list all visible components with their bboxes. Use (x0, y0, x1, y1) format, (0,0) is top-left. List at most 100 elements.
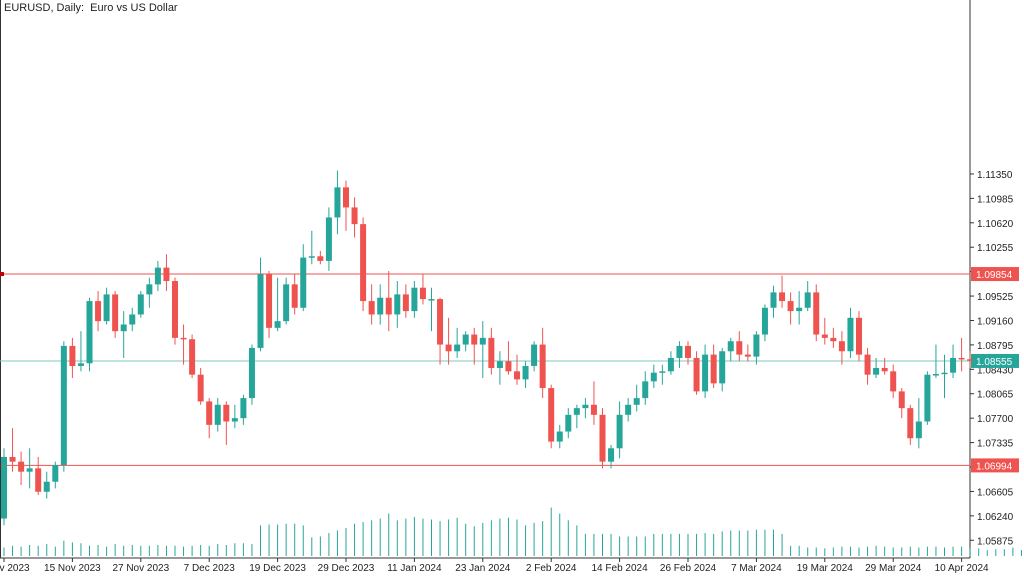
y-tick-label: 1.06240 (977, 512, 1014, 523)
candle-body (189, 339, 196, 375)
candle-body (368, 301, 375, 315)
candle-body (967, 359, 974, 361)
candle-body (608, 448, 615, 462)
candle-body (650, 372, 657, 382)
candle-body (163, 267, 170, 282)
candle-body (693, 357, 700, 392)
y-tick-label: 1.08795 (977, 341, 1014, 352)
candle-body (950, 357, 957, 373)
candle-body (334, 187, 341, 218)
candle-body (642, 381, 649, 399)
candle-body (471, 334, 478, 345)
y-tick-label: 1.10985 (977, 194, 1014, 205)
candle-body (377, 297, 384, 315)
candle-body (548, 388, 555, 442)
candle-body (394, 294, 401, 315)
y-tick-label: 1.06605 (977, 487, 1014, 498)
candle-body (197, 374, 204, 402)
candle-body (796, 307, 803, 312)
candle-body (531, 344, 538, 366)
candle-body (633, 398, 640, 405)
candle-body (411, 287, 418, 312)
candle-body (266, 274, 273, 328)
candle-body (385, 297, 392, 315)
candle-body (556, 431, 563, 442)
x-tick-label: 19 Mar 2024 (797, 563, 854, 574)
candle-body (539, 344, 546, 389)
candle-body (77, 363, 84, 366)
candle-body (437, 299, 444, 345)
candle-body (9, 456, 16, 462)
y-tick-label: 1.09525 (977, 292, 1014, 303)
price-label-box (971, 458, 1019, 473)
candle-body (838, 341, 845, 352)
candle-body (710, 354, 717, 384)
y-tick-label: 1.07700 (977, 414, 1014, 425)
candle-body (804, 292, 811, 308)
candle-body (727, 341, 734, 352)
candle-body (351, 207, 358, 225)
x-tick-label: 26 Feb 2024 (660, 563, 717, 574)
candle-body (120, 324, 127, 332)
candle-body (1, 456, 7, 519)
candle-body (616, 414, 623, 449)
candle-body (454, 344, 461, 352)
candle-body (308, 256, 315, 258)
candle-body (676, 345, 683, 358)
y-tick-label: 1.08065 (977, 390, 1014, 401)
candle-body (206, 401, 213, 425)
y-tick-label: 1.07335 (977, 439, 1014, 450)
candle-body (103, 294, 110, 322)
candle-body (95, 301, 102, 322)
candle-body (300, 257, 307, 308)
candle-body (445, 344, 452, 352)
x-tick-label: 27 Nov 2023 (112, 563, 169, 574)
candle-body (60, 345, 67, 465)
candle-body (514, 371, 520, 380)
candle-body (496, 361, 503, 368)
x-tick-label: 29 Dec 2023 (318, 563, 375, 574)
candle-body (830, 337, 837, 342)
price-label-box (971, 353, 1019, 368)
x-tick-label: 29 Mar 2024 (865, 563, 922, 574)
candle-body (702, 354, 709, 392)
candle-body (214, 404, 221, 425)
candle-body (129, 314, 136, 325)
candle-body (317, 256, 324, 261)
candle-body (291, 284, 298, 308)
candle-body (488, 337, 495, 368)
candle-body (573, 408, 580, 415)
candle-body (847, 317, 854, 352)
candle-body (667, 357, 674, 372)
x-tick-label: 7 Mar 2024 (731, 563, 782, 574)
candle-body (223, 404, 230, 422)
candle-body (932, 374, 939, 376)
candle-body (180, 337, 187, 340)
candle-body (360, 224, 367, 302)
x-tick-label: 19 Dec 2023 (249, 563, 306, 574)
x-tick-label: 14 Feb 2024 (592, 563, 649, 574)
candle-body (685, 345, 691, 358)
candle-body (770, 292, 777, 308)
candle-body (257, 274, 264, 348)
candle-body (873, 367, 880, 375)
candle-body (719, 351, 726, 384)
candle-body (941, 372, 948, 375)
x-tick-label: 23 Jan 2024 (455, 563, 510, 574)
candle-body (274, 321, 281, 328)
price-label-text: 1.06994 (976, 461, 1013, 472)
candle-body (343, 187, 349, 208)
candle-body (898, 391, 905, 409)
candle-body (52, 465, 59, 482)
candle-body (864, 354, 871, 375)
candle-body (35, 468, 42, 492)
candle-body (462, 334, 469, 345)
candle-body (958, 357, 965, 360)
candle-body (428, 299, 435, 301)
candle-body (813, 292, 820, 335)
y-tick-label: 1.11350 (977, 170, 1013, 181)
price-label-box (971, 267, 1019, 282)
candle-body (137, 294, 144, 315)
